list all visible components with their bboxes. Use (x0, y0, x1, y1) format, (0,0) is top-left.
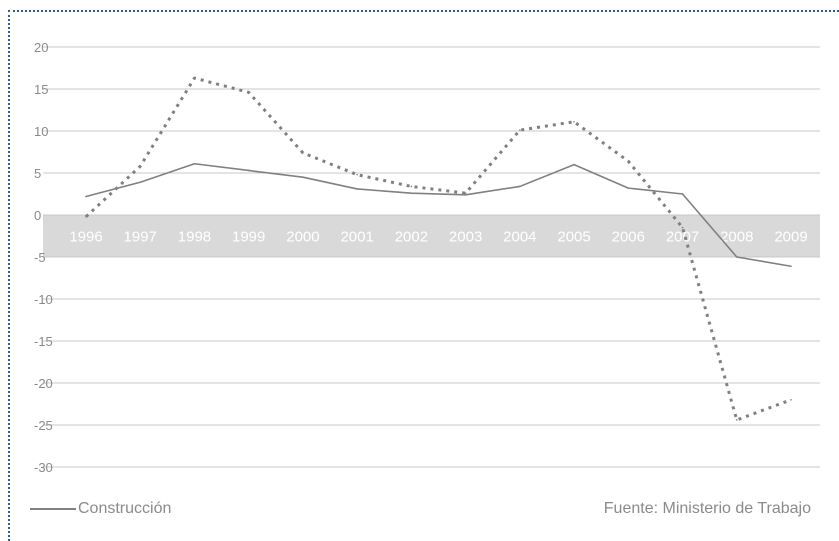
data-point (735, 419, 738, 421)
y-tick-label: -20 (34, 376, 53, 391)
legend-line-swatch (30, 508, 76, 510)
data-point (519, 129, 521, 131)
data-point (627, 160, 630, 163)
x-tick-label: 2001 (340, 229, 373, 246)
data-point (735, 256, 738, 258)
data-point (247, 91, 250, 94)
x-tick-label: 2002 (395, 229, 428, 246)
x-tick-label: 2008 (720, 229, 753, 246)
series-line-dotted (84, 76, 792, 422)
data-point (302, 152, 304, 154)
x-tick-label: 1996 (69, 229, 102, 246)
data-point (464, 192, 467, 194)
data-point (85, 195, 87, 198)
x-tick-label: 2007 (666, 229, 699, 246)
source-note: Fuente: Ministerio de Trabajo (603, 500, 811, 517)
x-tick-label: 2006 (612, 229, 645, 246)
legend: Construcción (30, 500, 171, 518)
data-point (627, 187, 630, 189)
data-point (356, 173, 358, 176)
data-point (247, 169, 250, 172)
y-tick-label: -30 (34, 460, 53, 475)
data-point (193, 162, 196, 165)
x-tick-label: 1999 (232, 229, 265, 246)
data-point (139, 165, 142, 168)
x-tick-label: 1997 (124, 229, 157, 246)
y-tick-label: 10 (34, 124, 48, 139)
y-tick-label: -25 (34, 418, 53, 433)
x-tick-label: 2005 (557, 229, 590, 246)
data-point (193, 77, 196, 79)
data-point (681, 193, 684, 195)
y-tick-label: -15 (34, 334, 53, 349)
y-tick-label: -5 (34, 250, 46, 265)
data-point (85, 215, 87, 218)
x-tick-label: 1998 (178, 229, 211, 246)
y-tick-label: 0 (34, 208, 41, 223)
data-point (681, 226, 684, 229)
y-tick-label: 15 (34, 82, 48, 97)
data-point (790, 399, 792, 401)
data-point (302, 176, 304, 178)
y-tick-label: -10 (34, 292, 53, 307)
data-point (573, 120, 575, 123)
frame-top-border (8, 10, 839, 12)
data-point (356, 188, 358, 190)
frame-left-border (8, 10, 10, 541)
legend-label: Construcción (78, 500, 172, 517)
x-tick-label: 2000 (286, 229, 319, 246)
x-tick-label: 2004 (503, 229, 536, 246)
data-point (790, 265, 792, 268)
data-point (410, 185, 413, 188)
data-point (464, 194, 467, 196)
data-point (139, 181, 142, 184)
y-tick-label: 5 (34, 166, 41, 181)
series-line-construccion (85, 162, 792, 268)
x-tick-label: 2009 (774, 229, 807, 246)
data-point (573, 163, 575, 166)
data-point (519, 185, 521, 188)
y-tick-label: 20 (34, 40, 48, 55)
x-tick-label: 2003 (449, 229, 482, 246)
data-point (410, 192, 413, 194)
shaded-band (43, 215, 820, 257)
